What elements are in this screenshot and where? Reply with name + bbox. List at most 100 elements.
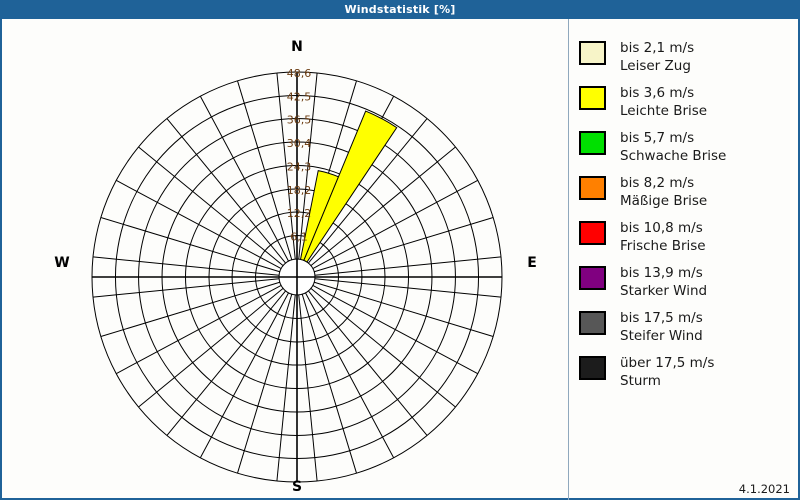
grid-ring-arc bbox=[237, 72, 277, 82]
grid-spoke bbox=[138, 288, 284, 408]
grid-ring-arc bbox=[382, 362, 402, 382]
grid-ring-arc bbox=[448, 292, 456, 324]
grid-ring-arc bbox=[352, 208, 366, 222]
footer-date: 4.1.2021 bbox=[738, 482, 790, 496]
grid-ring-arc bbox=[455, 146, 479, 181]
legend-speed-range: bis 3,6 m/s bbox=[620, 85, 695, 101]
grid-ring-arc bbox=[276, 480, 318, 483]
legend-item[interactable]: bis 5,7 m/s Schwache Brise bbox=[569, 129, 800, 174]
grid-ring-arc bbox=[436, 322, 450, 352]
grid-ring-arc bbox=[266, 333, 279, 340]
grid-ring-arc bbox=[356, 457, 394, 474]
grid-ring-arc bbox=[314, 95, 350, 104]
grid-ring-arc bbox=[234, 246, 241, 259]
legend-label: bis 10,8 m/s Frische Brise bbox=[620, 219, 706, 255]
legend-item[interactable]: bis 13,9 m/s Starker Wind bbox=[569, 264, 800, 309]
legend-speed-range: bis 10,8 m/s bbox=[620, 220, 703, 236]
legend-item[interactable]: bis 2,1 m/s Leiser Zug bbox=[569, 39, 800, 84]
legend-beaufort-name: Leichte Brise bbox=[620, 103, 708, 119]
grid-ring-arc bbox=[211, 436, 245, 452]
grid-spoke bbox=[92, 278, 280, 298]
radial-tick-label: 48,6 bbox=[287, 67, 312, 80]
grid-spoke bbox=[237, 80, 293, 260]
legend-item[interactable]: bis 3,6 m/s Leichte Brise bbox=[569, 84, 800, 129]
grid-ring-arc bbox=[374, 302, 382, 319]
grid-ring-arc bbox=[411, 391, 438, 418]
grid-spoke bbox=[314, 281, 494, 337]
grid-ring-arc bbox=[185, 244, 191, 267]
legend-label: bis 5,7 m/s Schwache Brise bbox=[620, 129, 726, 165]
grid-ring-arc bbox=[136, 362, 158, 393]
grid-ring-arc bbox=[92, 217, 102, 257]
grid-ring-arc bbox=[244, 450, 280, 459]
grid-ring-arc bbox=[264, 302, 272, 310]
grid-ring-arc bbox=[364, 220, 376, 236]
grid-ring-arc bbox=[198, 205, 212, 225]
grid-ring-arc bbox=[492, 297, 502, 337]
window-frame: 6,1 12,2 18,2 24,3 30,4 36,5 42,5 48,6 N S W E … bbox=[0, 19, 800, 500]
grid-ring-arc bbox=[138, 406, 168, 436]
grid-ring-arc bbox=[336, 264, 339, 273]
grid-ring-arc bbox=[144, 322, 158, 352]
grid-ring-arc bbox=[393, 95, 428, 119]
grid-ring-arc bbox=[353, 246, 360, 259]
grid-ring-arc bbox=[353, 295, 360, 308]
legend-item[interactable]: bis 10,8 m/s Frische Brise bbox=[569, 219, 800, 264]
grid-ring-arc bbox=[382, 329, 396, 349]
legend-speed-range: bis 5,7 m/s bbox=[620, 130, 695, 146]
grid-ring-arc bbox=[156, 136, 183, 163]
grid-spoke bbox=[138, 146, 284, 266]
legend-item[interactable]: bis 17,5 m/s Steifer Wind bbox=[569, 309, 800, 354]
grid-ring-arc bbox=[419, 176, 438, 203]
grid-ring-arc bbox=[264, 383, 287, 389]
grid-ring-arc bbox=[218, 220, 230, 236]
grid-ring-arc bbox=[356, 80, 394, 97]
grid-ring-arc bbox=[196, 136, 223, 155]
grid-ring-arc bbox=[314, 450, 350, 459]
radial-tick-label: 30,4 bbox=[287, 137, 312, 150]
legend-beaufort-name: Leiser Zug bbox=[620, 58, 691, 74]
window-title-bar: Windstatistik [%] bbox=[0, 0, 800, 19]
grid-ring-arc bbox=[255, 264, 258, 273]
legend-beaufort-name: Sturm bbox=[620, 373, 661, 389]
grid-ring-arc bbox=[270, 308, 278, 315]
grid-ring-arc bbox=[233, 147, 258, 159]
legend-beaufort-name: Mäßige Brise bbox=[620, 193, 708, 209]
legend-beaufort-name: Schwache Brise bbox=[620, 148, 727, 164]
grid-ring-arc bbox=[403, 244, 409, 267]
grid-ring-arc bbox=[456, 329, 472, 363]
grid-ring-arc bbox=[225, 178, 245, 192]
grid-ring-arc bbox=[122, 191, 138, 225]
grid-ring-arc bbox=[394, 309, 405, 330]
legend-color-swatch bbox=[579, 311, 606, 335]
legend-speed-range: bis 17,5 m/s bbox=[620, 310, 703, 326]
grid-ring-arc bbox=[234, 295, 241, 308]
grid-ring-arc bbox=[211, 102, 245, 118]
grid-ring-arc bbox=[264, 244, 272, 252]
grid-ring-arc bbox=[455, 373, 479, 408]
grid-spoke bbox=[298, 294, 318, 482]
windrose-chart: 6,1 12,2 18,2 24,3 30,4 36,5 42,5 48,6 N S W E bbox=[2, 19, 568, 500]
grid-ring-arc bbox=[358, 283, 363, 296]
grid-spoke bbox=[308, 290, 428, 436]
radial-tick-label: 18,2 bbox=[287, 184, 312, 197]
grid-ring-arc bbox=[138, 292, 146, 324]
grid-ring-arc bbox=[246, 226, 257, 237]
grid-ring-arc bbox=[426, 118, 456, 148]
grid-ring-arc bbox=[316, 308, 324, 315]
grid-ring-arc bbox=[352, 332, 366, 346]
compass-label-west: W bbox=[54, 255, 70, 271]
grid-ring-arc bbox=[337, 317, 348, 328]
grid-ring-arc bbox=[336, 281, 339, 290]
grid-ring-arc bbox=[212, 302, 220, 319]
grid-spoke bbox=[166, 118, 286, 264]
legend-speed-range: bis 13,9 m/s bbox=[620, 265, 703, 281]
grid-ring-arc bbox=[115, 373, 139, 408]
rose-petal[interactable] bbox=[303, 110, 398, 263]
grid-ring-arc bbox=[397, 377, 420, 400]
grid-spoke bbox=[166, 290, 286, 436]
compass-label-north: N bbox=[291, 39, 303, 55]
legend-item[interactable]: über 17,5 m/s Sturm bbox=[569, 354, 800, 399]
legend-item[interactable]: bis 8,2 m/s Mäßige Brise bbox=[569, 174, 800, 219]
